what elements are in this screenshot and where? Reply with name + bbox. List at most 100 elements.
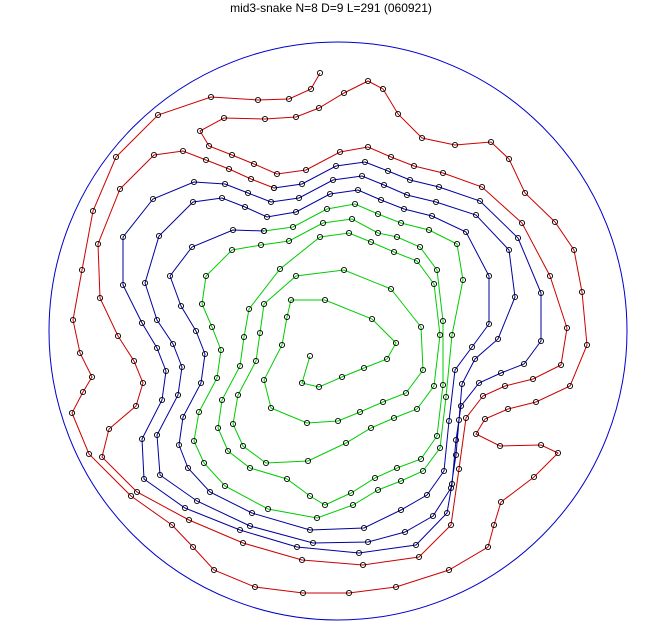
snake-vertex-marker	[210, 566, 218, 574]
snake-vertex-marker	[218, 396, 226, 404]
snake-vertex-marker	[213, 374, 221, 382]
snake-vertex-marker	[295, 194, 303, 202]
snake-vertex-marker	[261, 115, 269, 123]
snake-vertex-marker	[166, 272, 174, 280]
snake-vertex-marker	[445, 566, 453, 574]
snake-vertex-marker	[430, 280, 438, 288]
snake-vertex-marker	[390, 248, 398, 256]
snake-vertex-marker	[537, 289, 545, 297]
snake-vertex-marker	[139, 379, 147, 387]
snake-vertex-marker	[96, 294, 104, 302]
snake-vertex-marker	[462, 414, 470, 422]
snake-vertex-marker	[557, 361, 565, 369]
snake-vertex-marker	[358, 172, 366, 180]
snake-vertex-marker	[354, 186, 362, 194]
snake-vertex-marker	[511, 293, 519, 301]
snake-vertex-marker	[377, 196, 385, 204]
snake-vertex-marker	[505, 246, 513, 254]
snake-vertex-marker	[570, 246, 578, 254]
snake-vertex-marker	[158, 396, 166, 404]
snake-vertex-marker	[472, 211, 480, 219]
snake-vertex-marker	[392, 339, 400, 347]
snake-vertex-marker	[443, 509, 451, 517]
snake-vertex-marker	[228, 246, 236, 254]
snake-vertex-marker	[514, 234, 522, 242]
snake-vertex-marker	[153, 316, 161, 324]
snake-vertex-marker	[85, 450, 93, 458]
snake-vertex-marker	[174, 391, 182, 399]
snake-vertex-marker	[278, 341, 286, 349]
snake-vertex-marker	[384, 167, 392, 175]
snake-vertex-marker	[154, 111, 162, 119]
snake-vertex-marker	[418, 134, 426, 142]
snake-vertex-marker	[196, 127, 204, 135]
snake-vertex-marker	[221, 180, 229, 188]
snake-vertex-marker	[397, 477, 405, 485]
snake-vertex-marker	[241, 203, 249, 211]
middle-snake-segment	[122, 161, 542, 554]
snake-vertex-marker	[114, 332, 122, 340]
snake-vertex-marker	[367, 238, 375, 246]
snake-vertex-marker	[178, 363, 186, 371]
snake-vertex-marker	[368, 315, 376, 323]
snake-vertex-marker	[583, 341, 591, 349]
snake-vertex-marker	[453, 240, 461, 248]
snake-vertex-marker	[487, 138, 495, 146]
snake-vertex-marker	[225, 165, 233, 173]
snake-vertex-marker	[293, 543, 301, 551]
snake-vertex-marker	[432, 198, 440, 206]
snake-vertex-marker	[336, 148, 344, 156]
snake-vertex-marker	[497, 498, 505, 506]
snake-vertex-marker	[429, 512, 437, 520]
snake-vertex-marker	[458, 380, 466, 388]
snake-vertex-marker	[195, 408, 203, 416]
snake-vertex-marker	[292, 208, 300, 216]
snake-vertex-marker	[298, 180, 306, 188]
snake-vertex-marker	[351, 200, 359, 208]
snake-vertex-marker	[89, 207, 97, 215]
snake-vertex-marker	[168, 521, 176, 529]
snake-vertex-marker	[138, 319, 146, 327]
snake-vertex-marker	[394, 110, 402, 118]
snake-vertex-marker	[349, 501, 357, 509]
snake-vertex-marker	[244, 189, 252, 197]
snake-vertex-marker	[162, 367, 170, 375]
snake-vertex-marker	[200, 459, 208, 467]
snake-vertex-marker	[326, 190, 334, 198]
snake-vertex-marker	[264, 505, 272, 513]
snake-vertex-marker	[267, 198, 275, 206]
snake-vertex-marker	[208, 323, 216, 331]
snake-vertex-marker	[133, 488, 141, 496]
snake-vertex-marker	[457, 402, 465, 410]
snake-vertex-marker	[68, 409, 76, 417]
snake-vertex-marker	[400, 205, 408, 213]
snake-vertex-marker	[364, 143, 372, 151]
snake-vertex-marker	[112, 153, 120, 161]
snake-vertex-marker	[468, 343, 476, 351]
snake-vertex-marker	[415, 553, 423, 561]
snake-vertex-marker	[340, 89, 348, 97]
snake-vertex-marker	[374, 486, 382, 494]
snake-vertex-marker	[392, 583, 400, 591]
snake-vertex-marker	[256, 329, 264, 337]
snake-vertex-marker	[218, 194, 226, 202]
snake-vertex-marker	[260, 227, 268, 235]
snake-vertex-marker	[360, 524, 368, 532]
snake-vertex-marker	[153, 431, 161, 439]
snake-vertex-marker	[76, 349, 84, 357]
snake-vertex-marker	[260, 300, 268, 308]
snake-vertex-marker	[193, 497, 201, 505]
snake-vertex-marker	[228, 151, 236, 159]
snake-vertex-marker	[342, 439, 350, 447]
snake-vertex-marker	[289, 223, 297, 231]
snake-vertex-marker	[439, 317, 447, 325]
snake-vertex-marker	[247, 175, 255, 183]
snake-vertex-marker	[332, 162, 340, 170]
snake-vertex-marker	[419, 366, 427, 374]
snake-vertex-marker	[505, 155, 513, 163]
snake-vertex-marker	[207, 93, 215, 101]
snake-vertex-marker	[197, 379, 205, 387]
snake-vertex-marker	[430, 382, 438, 390]
snake-vertex-marker	[520, 360, 528, 368]
snake-vertex-marker	[306, 526, 314, 534]
